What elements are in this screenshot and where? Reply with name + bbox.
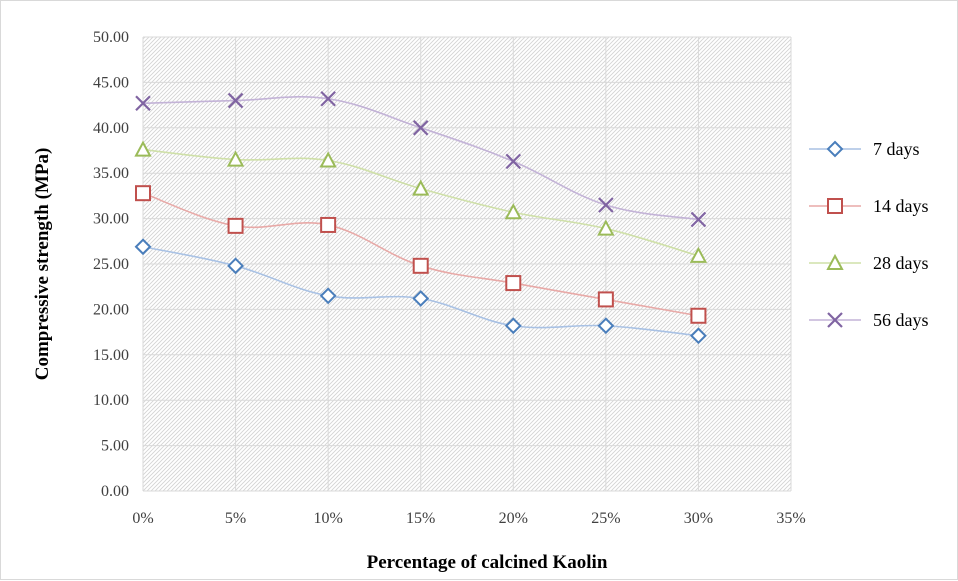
- data-point: [134, 140, 152, 157]
- data-point: [598, 197, 614, 213]
- y-tick-label: 5.00: [101, 438, 129, 455]
- legend-label: 14 days: [873, 196, 929, 216]
- y-axis-title: Compressive strength (MPa): [32, 148, 53, 381]
- legend-label: 56 days: [873, 310, 929, 330]
- legend-label: 7 days: [873, 139, 920, 159]
- x-tick-label: 20%: [499, 510, 528, 527]
- data-point: [504, 317, 522, 335]
- legend-item: 7 days: [809, 139, 920, 159]
- data-point: [504, 203, 522, 220]
- data-point: [412, 179, 430, 196]
- data-point: [412, 257, 429, 274]
- legend-marker: [826, 253, 844, 270]
- y-tick-label: 45.00: [93, 74, 129, 91]
- data-point: [319, 287, 337, 305]
- data-point: [226, 150, 245, 167]
- x-tick-label: 0%: [132, 510, 153, 527]
- data-point: [690, 327, 707, 345]
- data-point: [597, 291, 614, 308]
- y-tick-label: 40.00: [93, 120, 129, 137]
- x-axis-title: Percentage of calcined Kaolin: [367, 552, 608, 573]
- data-point: [597, 317, 615, 335]
- data-point: [319, 151, 337, 168]
- y-tick-label: 50.00: [93, 29, 129, 46]
- x-tick-label: 35%: [776, 510, 805, 527]
- legend-item: 28 days: [809, 253, 929, 273]
- data-point: [134, 238, 152, 256]
- data-point: [135, 95, 151, 112]
- series-group: [134, 90, 708, 345]
- data-point: [412, 120, 429, 136]
- data-point: [505, 275, 522, 292]
- data-point: [227, 92, 244, 109]
- y-tick-label: 30.00: [93, 211, 129, 228]
- legend-marker: [826, 140, 844, 158]
- y-tick-label: 10.00: [93, 392, 129, 409]
- data-point: [690, 307, 707, 324]
- data-point: [320, 216, 337, 233]
- axes: 0.00 5.00 10.00 15.00 20.00 25.00 30.00 35.00 40…: [93, 29, 806, 527]
- x-tick-label: 10%: [313, 510, 342, 527]
- y-tick-label: 15.00: [93, 347, 129, 364]
- y-tick-label: 20.00: [93, 301, 129, 318]
- y-tick-label: 0.00: [101, 483, 129, 500]
- series-56-days: [135, 90, 707, 228]
- series-28-days: [134, 140, 708, 263]
- legend-item: 56 days: [809, 310, 929, 330]
- x-tick-label: 15%: [406, 510, 435, 527]
- y-tick-label: 25.00: [93, 256, 129, 273]
- data-point: [320, 90, 336, 107]
- x-tick-label: 30%: [684, 510, 713, 527]
- series-7-days: [134, 238, 707, 345]
- data-point: [412, 290, 430, 307]
- data-point: [689, 246, 708, 263]
- legend-label: 28 days: [873, 253, 929, 273]
- legend-marker: [827, 312, 843, 328]
- legend-item: 14 days: [809, 196, 929, 216]
- data-point: [690, 211, 707, 228]
- y-tick-label: 35.00: [93, 165, 129, 182]
- data-point: [505, 153, 522, 170]
- x-tick-label: 5%: [225, 510, 246, 527]
- data-point: [135, 185, 151, 202]
- data-point: [597, 219, 615, 236]
- data-point: [227, 257, 244, 275]
- legend: 7 days 14 days 28 days 56 days: [809, 139, 929, 330]
- data-point: [227, 217, 244, 234]
- series-14-days: [135, 185, 707, 324]
- x-tick-label: 25%: [591, 510, 620, 527]
- legend-marker: [827, 198, 843, 214]
